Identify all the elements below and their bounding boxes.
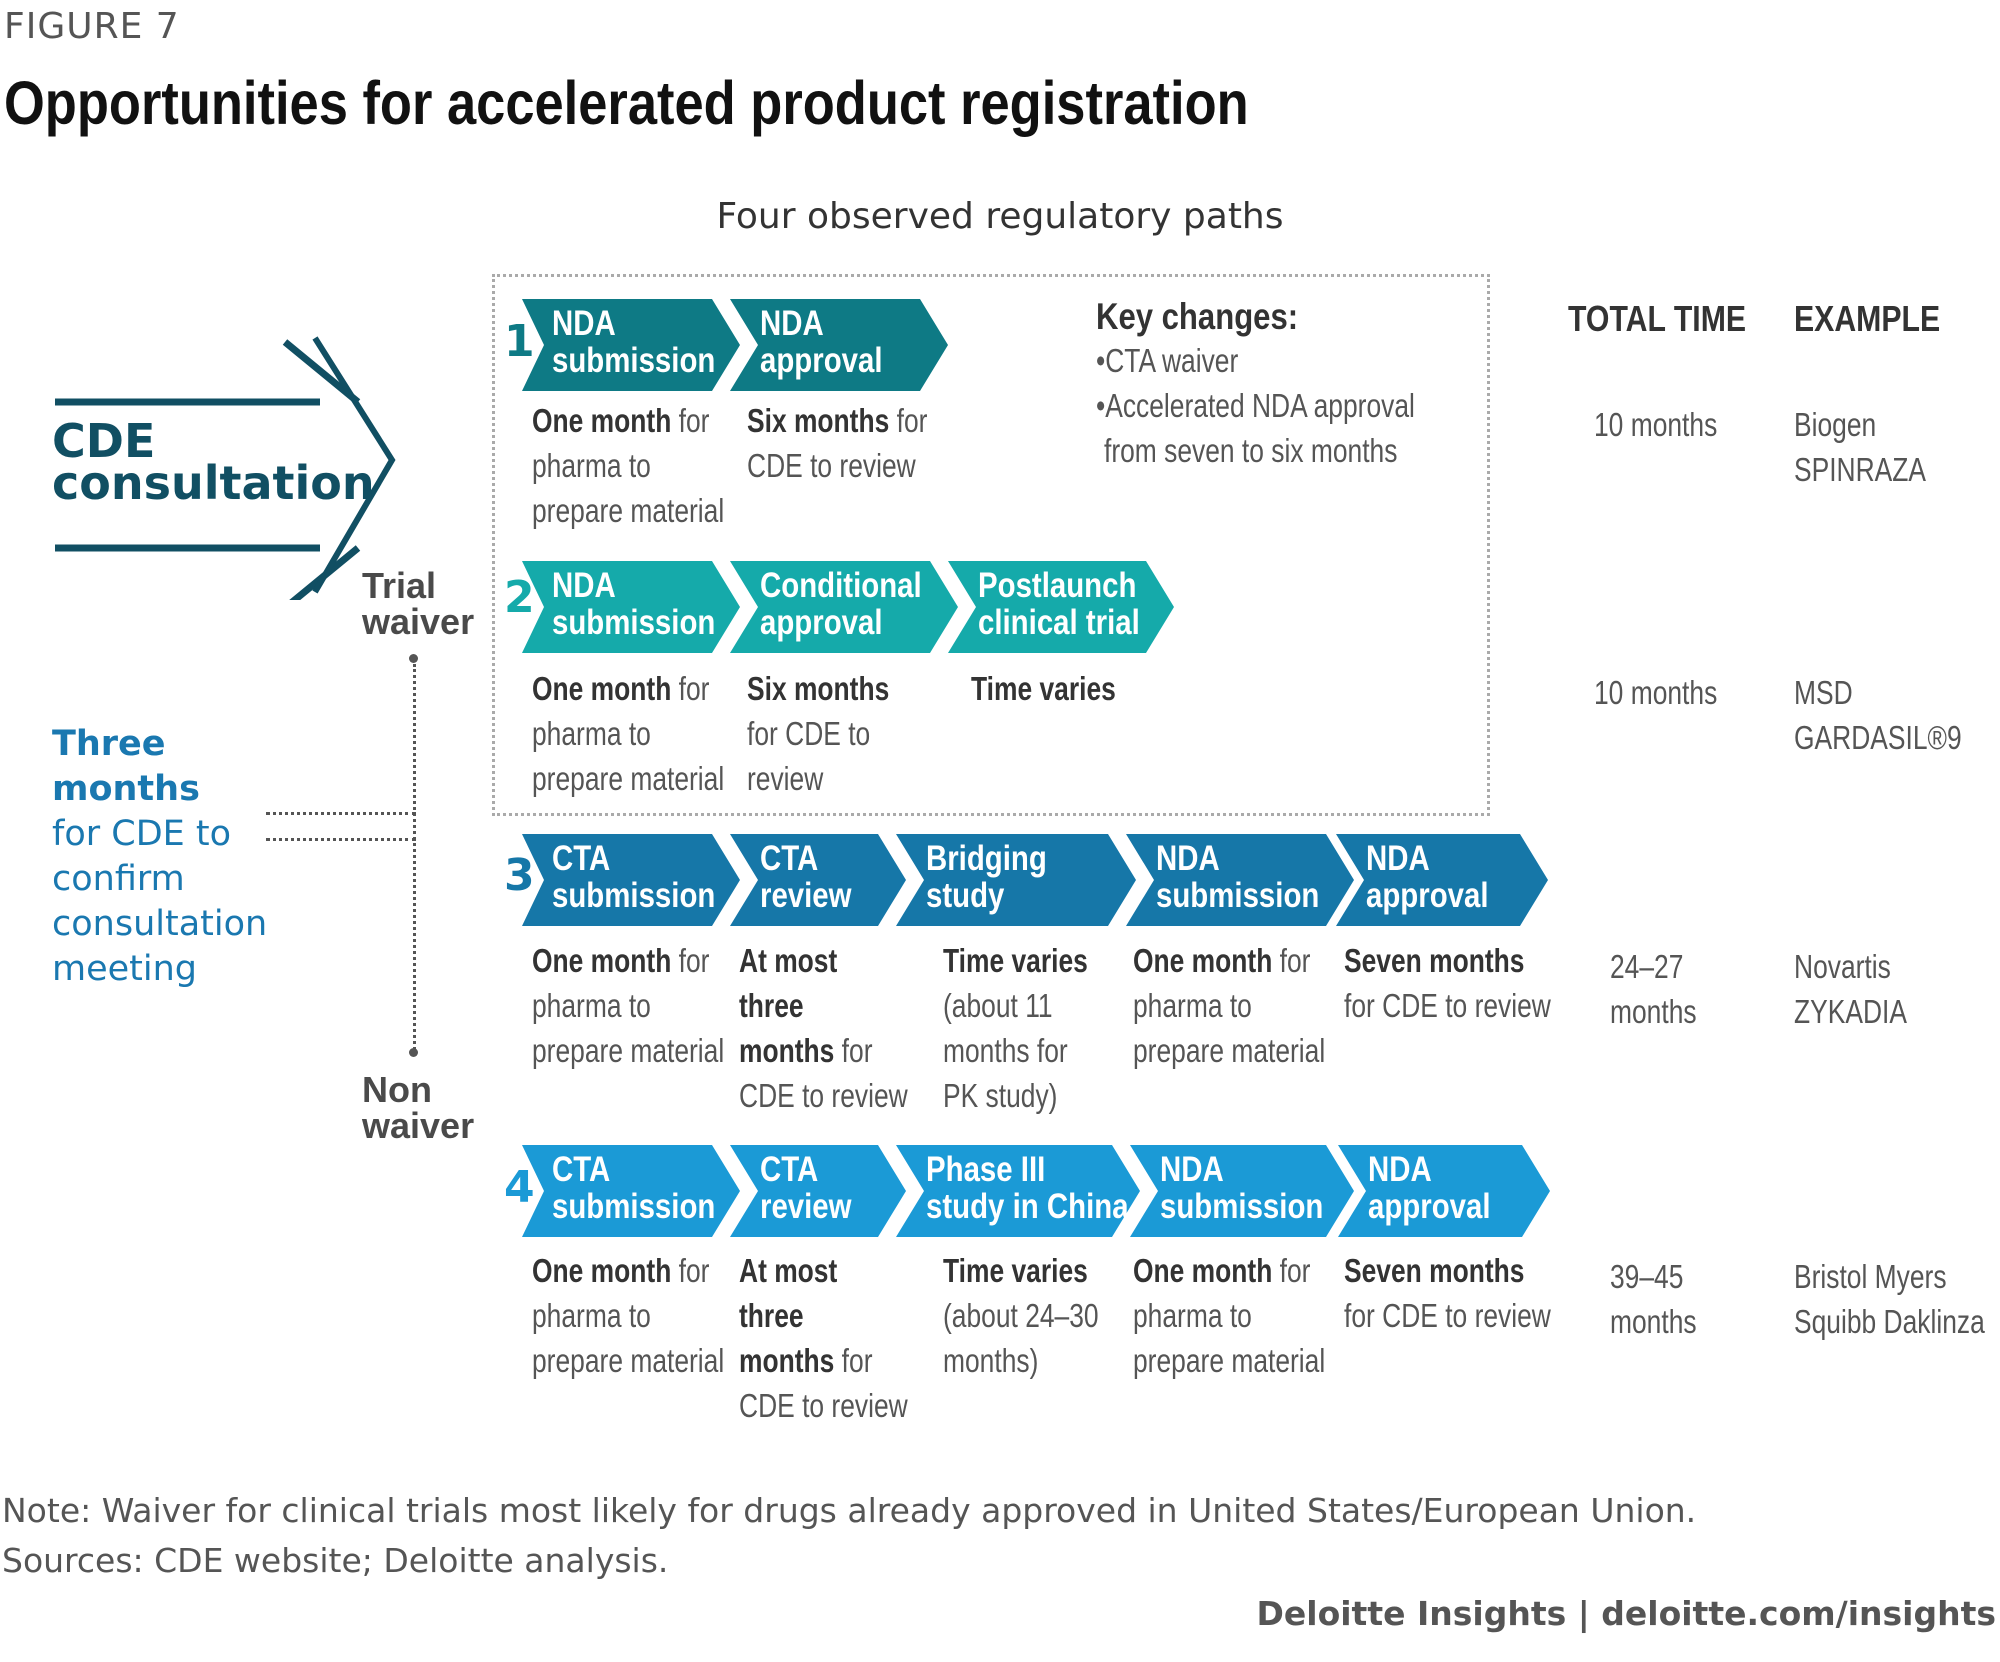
path4-step3-desc: Time varies (about 24–30 months) [943, 1252, 1099, 1379]
path3-nda-approval-chevron: NDA approval [1336, 834, 1548, 926]
figure-label: FIGURE 7 [4, 6, 180, 47]
path1-step2-desc: Six months for CDE to review [747, 402, 928, 484]
non-waiver-label: Non waiver [362, 1069, 475, 1146]
path1-total-time: 10 months [1594, 406, 1718, 443]
path2-step1-desc: One month for pharma to prepare material [532, 670, 725, 797]
path-number-3: 3 [504, 850, 535, 901]
confirm-line-top [266, 812, 416, 815]
three-months-note: Three months for CDE to confirm consulta… [52, 724, 268, 989]
path-number-1: 1 [504, 316, 535, 367]
path4-nda-approval-chevron: NDA approval [1338, 1145, 1550, 1237]
path3-step3-desc: Time varies (about 11 months for PK stud… [943, 942, 1088, 1114]
path4-step4-desc: One month for pharma to prepare material [1133, 1252, 1326, 1379]
path-number-2: 2 [504, 572, 535, 623]
path4-nda-submission-chevron: NDA submission [1130, 1145, 1354, 1237]
path3-nda-submission-chevron: NDA submission [1126, 834, 1354, 926]
path4-step2-desc: At most three months for CDE to review [739, 1252, 908, 1424]
path2-step2-desc: Six months for CDE to review [747, 670, 890, 797]
path4-cta-review-chevron: CTA review [730, 1145, 906, 1237]
branch-dot-bottom [409, 1048, 418, 1057]
path2-total-time: 10 months [1594, 674, 1718, 711]
path2-example: MSD GARDASIL®9 [1794, 674, 1962, 756]
path2-step3-desc: Time varies [971, 670, 1116, 707]
total-time-header: TOTAL TIME [1568, 298, 1747, 339]
path1-nda-approval-chevron: NDA approval [730, 299, 948, 391]
path3-bridging-study-chevron: Bridging study [896, 834, 1136, 926]
path1-example: Biogen SPINRAZA [1794, 406, 1927, 488]
path4-phase3-study-chevron: Phase III study in China [896, 1145, 1140, 1237]
path4-example: Bristol Myers Squibb Daklinza [1794, 1258, 1985, 1340]
path2-nda-submission-chevron: NDA submission [522, 561, 740, 653]
path4-total-time: 39–45 months [1610, 1258, 1697, 1340]
path4-step5-desc: Seven months for CDE to review [1344, 1252, 1551, 1334]
path-number-4: 4 [504, 1162, 535, 1213]
path3-total-time: 24–27 months [1610, 948, 1697, 1030]
confirm-line-bottom [266, 838, 416, 841]
path4-step1-desc: One month for pharma to prepare material [532, 1252, 725, 1379]
path1-nda-submission-chevron: NDA submission [522, 299, 740, 391]
example-header: EXAMPLE [1794, 298, 1941, 339]
cde-arrow-icon [55, 336, 396, 600]
path1-step1-desc: One month for pharma to prepare material [532, 402, 725, 529]
diagram-subtitle: Four observed regulatory paths [716, 196, 1284, 237]
branch-line [413, 664, 416, 1050]
branch-dot-top [409, 654, 418, 663]
path3-step5-desc: Seven months for CDE to review [1344, 942, 1551, 1024]
path3-step1-desc: One month for pharma to prepare material [532, 942, 725, 1069]
path3-example: Novartis ZYKADIA [1794, 948, 1907, 1030]
footnote: Note: Waiver for clinical trials most li… [2, 1491, 1697, 1580]
path2-postlaunch-trial-chevron: Postlaunch clinical trial [948, 561, 1174, 653]
path3-cta-submission-chevron: CTA submission [522, 834, 740, 926]
trial-waiver-label: Trial waiver [362, 565, 475, 642]
path3-cta-review-chevron: CTA review [730, 834, 906, 926]
trial-waiver-box [492, 274, 1490, 816]
path2-conditional-approval-chevron: Conditional approval [730, 561, 958, 653]
cde-consultation-label: CDE consultation [52, 414, 375, 510]
brand-credit: Deloitte Insights | deloitte.com/insight… [1256, 1594, 1996, 1633]
page-title: Opportunities for accelerated product re… [4, 69, 1249, 137]
path3-step2-desc: At most three months for CDE to review [739, 942, 908, 1114]
path4-cta-submission-chevron: CTA submission [522, 1145, 740, 1237]
path3-step4-desc: One month for pharma to prepare material [1133, 942, 1326, 1069]
key-changes: Key changes: •CTA waiver •Accelerated ND… [1096, 296, 1415, 469]
